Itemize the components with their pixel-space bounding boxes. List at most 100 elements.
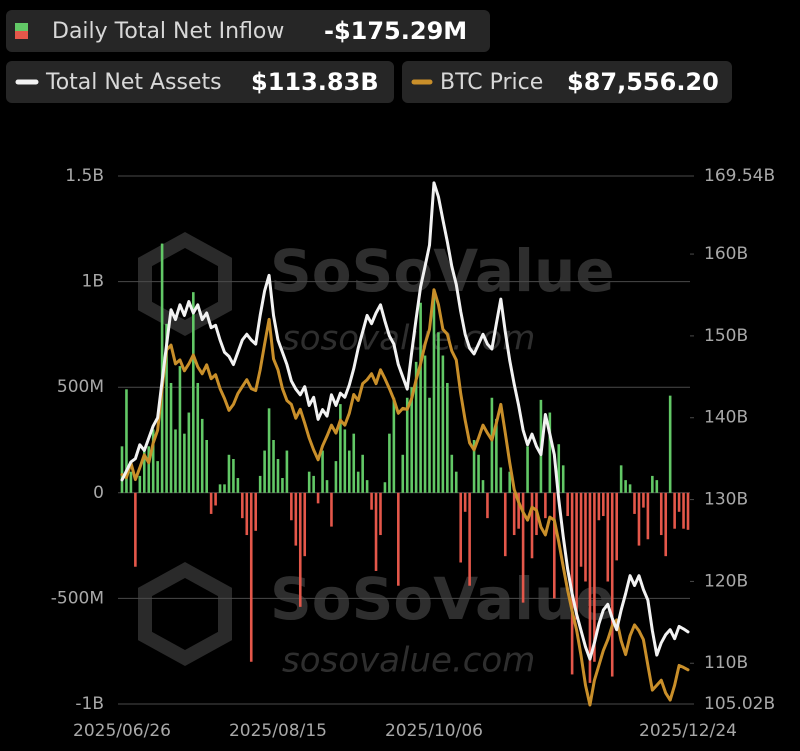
y2-tick-label: 140B xyxy=(704,408,748,428)
watermark-logo xyxy=(138,232,232,336)
bar xyxy=(566,492,569,517)
bar xyxy=(423,355,427,493)
bar xyxy=(365,480,369,493)
legend-value: $113.83B xyxy=(251,68,379,96)
bar xyxy=(659,492,663,536)
bar xyxy=(499,467,503,493)
bar xyxy=(187,412,191,493)
bar xyxy=(441,355,445,493)
bar xyxy=(227,454,231,493)
bar xyxy=(575,492,578,620)
y-tick-label: 1.5B xyxy=(65,166,104,186)
bar xyxy=(147,446,151,493)
bar xyxy=(249,492,253,662)
bar xyxy=(334,461,338,493)
bar xyxy=(370,492,373,510)
bar xyxy=(419,302,422,493)
legend-pill xyxy=(6,61,394,103)
bar xyxy=(664,492,668,557)
bar xyxy=(272,440,275,493)
bar xyxy=(339,404,342,493)
bar xyxy=(356,471,360,493)
x-tick-label: 2025/12/24 xyxy=(639,721,737,741)
bar xyxy=(183,433,186,493)
y2-tick-label: 160B xyxy=(704,244,748,264)
legend-pill xyxy=(402,61,732,103)
bar xyxy=(303,492,307,557)
bar xyxy=(410,387,413,493)
bar xyxy=(642,492,645,508)
bar xyxy=(481,480,485,493)
bar xyxy=(138,475,142,493)
bar xyxy=(125,389,128,493)
y-tick-label: 1B xyxy=(82,272,104,292)
bar xyxy=(517,492,520,529)
bar xyxy=(294,492,298,546)
bar xyxy=(602,492,605,517)
legend-label: Total Net Assets xyxy=(45,70,222,95)
legend-label: Daily Total Net Inflow xyxy=(52,19,284,44)
line xyxy=(120,181,690,661)
bar xyxy=(392,397,396,493)
y2-tick-label: 150B xyxy=(704,326,748,346)
bar xyxy=(428,397,431,493)
bar xyxy=(142,450,146,493)
bar xyxy=(312,475,315,493)
bar xyxy=(414,361,418,493)
bar xyxy=(552,492,556,599)
bar xyxy=(446,382,449,493)
bar xyxy=(374,492,378,571)
bar xyxy=(361,454,364,493)
bar xyxy=(459,492,463,563)
bar xyxy=(178,366,182,493)
bar xyxy=(682,492,685,529)
line xyxy=(120,288,690,707)
y2-tick-label: 169.54B xyxy=(704,166,775,186)
bar xyxy=(530,492,534,559)
bar xyxy=(495,418,498,493)
watermark-logo xyxy=(138,562,232,666)
bar xyxy=(548,412,552,493)
legend-value: $87,556.20 xyxy=(567,68,719,96)
bar xyxy=(454,471,458,493)
bar xyxy=(232,459,235,493)
watermark-text: SoSoValue xyxy=(270,237,615,305)
bar xyxy=(223,484,226,493)
bar xyxy=(597,492,601,521)
bar xyxy=(544,492,547,519)
bar xyxy=(200,418,204,493)
bar xyxy=(521,492,525,603)
bar xyxy=(151,429,155,493)
bar xyxy=(174,429,177,493)
y-tick-label: 0 xyxy=(93,483,104,503)
y2-tick-label: 105.02B xyxy=(704,694,775,714)
bar xyxy=(397,492,400,586)
bar xyxy=(245,492,249,536)
y2-tick-label: 110B xyxy=(704,653,748,673)
bar xyxy=(588,492,592,683)
bar xyxy=(263,450,266,493)
bar xyxy=(285,450,289,493)
bar xyxy=(579,492,583,567)
bar xyxy=(352,433,356,493)
bar xyxy=(570,492,574,675)
bar xyxy=(383,482,387,493)
bar xyxy=(472,440,476,493)
bar xyxy=(606,492,610,582)
legend-pill xyxy=(6,10,490,52)
bar xyxy=(584,492,587,582)
bar xyxy=(655,480,659,493)
bar xyxy=(512,492,516,536)
bar xyxy=(205,440,208,493)
legend-label: BTC Price xyxy=(440,70,543,95)
bar xyxy=(169,382,173,493)
bar xyxy=(561,465,565,493)
bar xyxy=(129,471,133,493)
bar xyxy=(490,397,494,493)
bar xyxy=(298,492,302,607)
bar xyxy=(401,454,405,493)
bar xyxy=(165,323,168,493)
bar xyxy=(379,492,382,536)
bar xyxy=(557,444,561,493)
